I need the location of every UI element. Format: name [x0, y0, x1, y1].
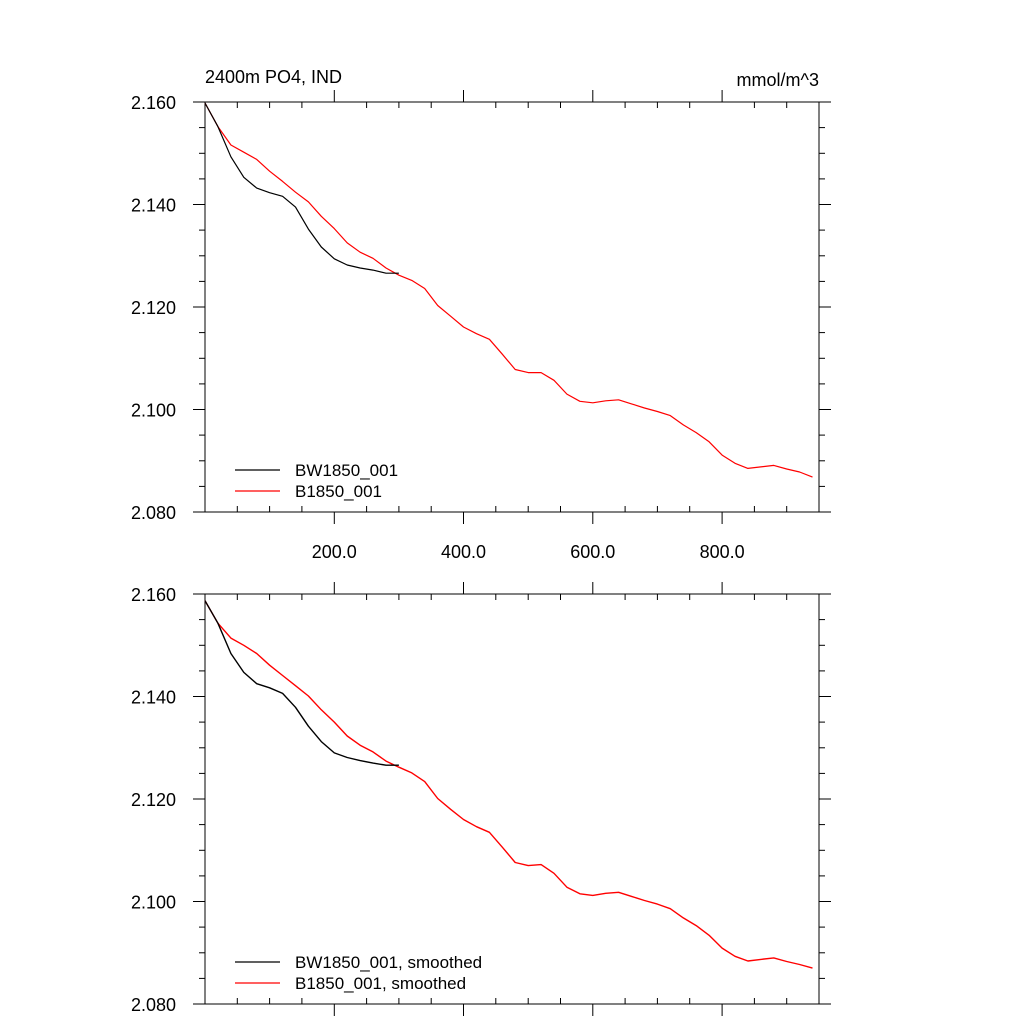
- bottom-series: [204, 600, 813, 969]
- bottom-ytick-label: 2.080: [131, 995, 176, 1015]
- top-xtick-label: 600.0: [570, 542, 615, 562]
- top-chart-units: mmol/m^3: [737, 70, 819, 90]
- top-ytick-label: 2.140: [131, 196, 176, 216]
- bottom-ytick-label: 2.160: [131, 585, 176, 605]
- top-panel: 200.0 400.0 600.0 800.0 2.080 2.100 2.120 2.140…: [131, 67, 831, 562]
- top-chart-title: 2400m PO4, IND: [205, 67, 342, 87]
- top-series-bw1850-001: [204, 102, 399, 274]
- top-xtick-label: 800.0: [700, 542, 745, 562]
- top-series-b1850-001: [204, 102, 813, 478]
- bottom-panel: 2.080 2.100 2.120 2.140 2.160 BW1850_001, sm…: [131, 582, 831, 1016]
- top-tick-labels: 200.0 400.0 600.0 800.0 2.080 2.100 2.120 2.140…: [131, 93, 745, 562]
- bottom-series-b1850-001-smoothed: [204, 600, 813, 969]
- legend-label-b1850: B1850_001: [295, 482, 382, 501]
- top-ytick-label: 2.120: [131, 298, 176, 318]
- top-xtick-label: 200.0: [312, 542, 357, 562]
- top-ytick-label: 2.080: [131, 503, 176, 523]
- top-plot-frame: [204, 101, 820, 513]
- bottom-tick-labels: 2.080 2.100 2.120 2.140 2.160: [131, 585, 176, 1015]
- bottom-ytick-label: 2.100: [131, 893, 176, 913]
- top-ytick-label: 2.160: [131, 93, 176, 113]
- bottom-ytick-label: 2.120: [131, 790, 176, 810]
- top-ytick-label: 2.100: [131, 401, 176, 421]
- legend-label-b1850-smoothed: B1850_001, smoothed: [295, 974, 466, 993]
- top-legend: BW1850_001 B1850_001: [235, 461, 398, 501]
- top-ticks: [193, 90, 831, 524]
- top-xtick-label: 400.0: [441, 542, 486, 562]
- bottom-legend: BW1850_001, smoothed B1850_001, smoothed: [235, 953, 482, 993]
- bottom-ticks: [193, 582, 831, 1016]
- bottom-series-bw1850-001-smoothed: [204, 600, 399, 766]
- bottom-plot-frame: [204, 593, 820, 1005]
- top-series: [204, 102, 813, 478]
- legend-label-bw1850-smoothed: BW1850_001, smoothed: [295, 953, 482, 972]
- legend-label-bw1850: BW1850_001: [295, 461, 398, 480]
- bottom-ytick-label: 2.140: [131, 688, 176, 708]
